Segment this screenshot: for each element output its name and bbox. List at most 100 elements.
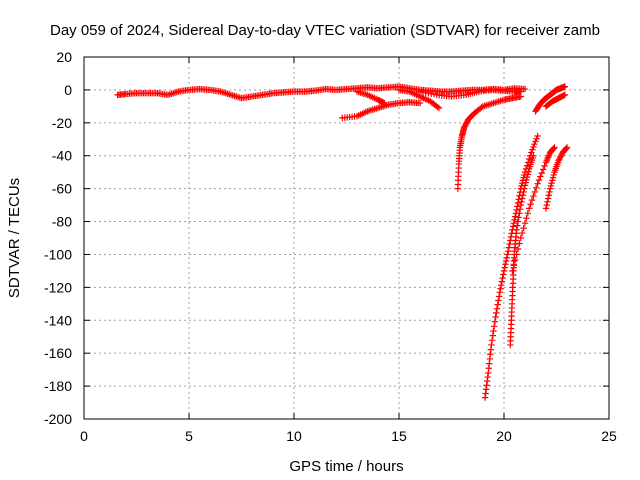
series-arc-10: [509, 144, 558, 275]
data-point: [534, 180, 541, 187]
data-point: [506, 240, 513, 248]
series-arc-9: [532, 83, 569, 115]
data-point: [434, 103, 441, 111]
series-arc-5: [416, 86, 524, 100]
data-point: [514, 222, 521, 229]
y-tick-label: -100: [44, 246, 72, 262]
data-point: [516, 210, 523, 217]
data-point: [488, 337, 496, 344]
data-point: [499, 274, 506, 282]
x-tick-label: 0: [80, 428, 88, 444]
data-point: [549, 177, 556, 184]
data-point: [503, 254, 510, 261]
data-point: [510, 219, 517, 227]
data-point: [497, 285, 504, 292]
series-arc-3: [353, 88, 388, 107]
data-point: [543, 201, 550, 209]
series-arc-4: [395, 86, 443, 112]
data-point: [502, 261, 509, 268]
data-point: [514, 203, 521, 210]
data-point: [535, 176, 543, 184]
data-point: [416, 99, 424, 107]
data-point: [530, 152, 537, 159]
data-point: [500, 267, 508, 275]
y-tick-label: -60: [52, 181, 72, 197]
chart-title: Day 059 of 2024, Sidereal Day-to-day VTE…: [50, 22, 600, 39]
data-point: [498, 278, 506, 285]
plot-frame: [83, 56, 610, 420]
grid-lines: [84, 57, 609, 419]
data-point: [514, 218, 522, 225]
x-tick-label: 20: [496, 428, 512, 444]
data-point: [541, 162, 548, 170]
data-point: [542, 205, 550, 212]
data-point: [504, 251, 511, 258]
data-point: [435, 104, 443, 112]
data-point: [547, 185, 554, 192]
data-point: [523, 215, 530, 222]
data-point: [557, 153, 564, 160]
data-point: [519, 195, 526, 202]
data-point: [523, 176, 530, 184]
data-point: [462, 121, 469, 129]
data-point: [510, 262, 517, 269]
data-point: [561, 91, 569, 99]
data-point: [515, 214, 522, 221]
data-point: [521, 219, 529, 227]
data-point: [556, 156, 563, 163]
data-point: [540, 166, 547, 173]
data-point: [544, 195, 552, 202]
data-point: [513, 206, 520, 214]
data-point: [523, 173, 531, 181]
x-axis-title: GPS time / hours: [289, 458, 403, 475]
data-point: [461, 123, 468, 130]
data-point: [527, 201, 534, 208]
data-point: [495, 293, 503, 300]
data-point: [519, 229, 526, 237]
data-point: [516, 206, 524, 213]
data-point: [528, 196, 536, 204]
series-arc-12: [542, 91, 569, 110]
series-arc-11: [542, 144, 571, 212]
data-point: [496, 289, 503, 296]
data-point: [520, 224, 527, 232]
data-point: [537, 173, 544, 180]
data-point: [516, 240, 523, 247]
data-point: [492, 313, 499, 321]
data-point: [518, 198, 525, 205]
data-point: [505, 247, 512, 255]
data-point: [517, 234, 524, 242]
data-point: [491, 323, 498, 330]
data-point: [555, 157, 562, 164]
y-tick-label: -180: [44, 378, 72, 394]
series-arc-6: [454, 93, 524, 192]
y-axis-title: SDTVAR / TECUs: [6, 178, 23, 298]
y-tick-label: -140: [44, 312, 72, 328]
x-tick-label: 10: [286, 428, 302, 444]
data-point: [549, 174, 557, 181]
data-point: [548, 179, 555, 187]
y-tick-label: -160: [44, 345, 72, 361]
data-point: [381, 99, 388, 107]
x-tick-label: 5: [185, 428, 193, 444]
data-point: [558, 151, 565, 159]
data-point: [532, 138, 539, 145]
data-point: [538, 169, 545, 177]
data-point: [530, 192, 537, 200]
axis-ticks: 0 5 10 15 20 25 20 0 -20 -40 -60 -80 -100 -120 -140 -16…: [44, 49, 617, 444]
x-tick-label: 15: [391, 428, 407, 444]
data-points: [114, 83, 571, 401]
data-point: [489, 332, 496, 339]
data-point: [563, 144, 571, 151]
data-point: [493, 309, 500, 317]
data-point: [519, 192, 527, 199]
data-point: [525, 168, 532, 175]
data-point: [533, 184, 540, 192]
data-point: [491, 318, 499, 325]
data-point: [463, 119, 471, 126]
data-point: [502, 257, 510, 265]
data-point: [501, 264, 508, 271]
data-point: [550, 171, 557, 179]
data-point: [517, 93, 524, 100]
data-point: [530, 143, 537, 151]
